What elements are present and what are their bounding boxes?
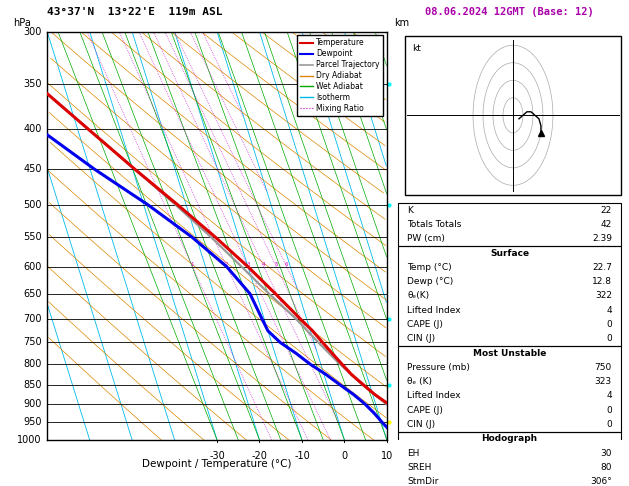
Text: θₑ (K): θₑ (K)	[407, 377, 432, 386]
Text: Lifted Index: Lifted Index	[407, 306, 460, 315]
Legend: Temperature, Dewpoint, Parcel Trajectory, Dry Adiabat, Wet Adiabat, Isotherm, Mi: Temperature, Dewpoint, Parcel Trajectory…	[297, 35, 383, 116]
Text: km: km	[394, 17, 409, 28]
Text: 500: 500	[23, 200, 42, 210]
Text: 3: 3	[247, 261, 250, 267]
Bar	[398, 432, 621, 486]
Text: kt: kt	[412, 44, 421, 53]
Text: 4: 4	[392, 270, 399, 280]
Text: -20: -20	[252, 451, 267, 461]
Text: Dewp (°C): Dewp (°C)	[407, 277, 454, 286]
Text: 750: 750	[23, 337, 42, 347]
Text: 2: 2	[392, 359, 399, 369]
Text: 3: 3	[392, 314, 399, 324]
Text: Hodograph: Hodograph	[481, 434, 538, 443]
Bar	[398, 246, 621, 346]
Text: 7: 7	[392, 102, 399, 112]
Text: 1000: 1000	[17, 435, 42, 445]
Bar	[398, 346, 621, 432]
Text: 5: 5	[392, 226, 399, 236]
Text: 850: 850	[23, 380, 42, 390]
Text: 450: 450	[23, 164, 42, 174]
Text: Totals Totals: Totals Totals	[407, 220, 462, 229]
Text: θₑ(K): θₑ(K)	[407, 292, 429, 300]
Text: EH: EH	[407, 449, 420, 458]
Text: 300: 300	[23, 27, 42, 36]
Text: CAPE (J): CAPE (J)	[407, 406, 443, 415]
Text: 550: 550	[23, 232, 42, 242]
Text: 306°: 306°	[590, 477, 612, 486]
Text: 6: 6	[392, 175, 399, 185]
Text: CIN (J): CIN (J)	[407, 420, 435, 429]
Text: 700: 700	[23, 314, 42, 324]
Text: Lifted Index: Lifted Index	[407, 391, 460, 400]
Text: 22.7: 22.7	[592, 263, 612, 272]
Text: -10: -10	[294, 451, 310, 461]
Text: LCL: LCL	[392, 385, 408, 394]
Text: 2: 2	[225, 261, 228, 267]
Text: 4: 4	[606, 391, 612, 400]
Text: 5: 5	[274, 261, 278, 267]
Text: 0: 0	[606, 320, 612, 329]
Text: 80: 80	[601, 463, 612, 472]
Text: 6: 6	[285, 261, 288, 267]
Text: 800: 800	[23, 359, 42, 369]
Text: 43°37'N  13°22'E  119m ASL: 43°37'N 13°22'E 119m ASL	[47, 7, 223, 17]
Text: 10: 10	[381, 451, 393, 461]
Text: StmDir: StmDir	[407, 477, 438, 486]
Text: 1: 1	[191, 261, 194, 267]
Text: CIN (J): CIN (J)	[407, 334, 435, 343]
Text: ASL: ASL	[394, 42, 412, 52]
Text: 8: 8	[392, 38, 399, 48]
Text: 42: 42	[601, 220, 612, 229]
Bar	[405, 35, 621, 195]
Text: 22: 22	[601, 206, 612, 215]
Text: 323: 323	[595, 377, 612, 386]
Text: hPa: hPa	[13, 17, 31, 28]
Text: 950: 950	[23, 417, 42, 428]
Text: SREH: SREH	[407, 463, 431, 472]
Text: Surface: Surface	[490, 248, 529, 258]
Text: 12.8: 12.8	[592, 277, 612, 286]
Text: 0: 0	[606, 406, 612, 415]
Text: K: K	[407, 206, 413, 215]
Text: 750: 750	[594, 363, 612, 372]
Text: 08.06.2024 12GMT (Base: 12): 08.06.2024 12GMT (Base: 12)	[425, 7, 594, 17]
Text: Temp (°C): Temp (°C)	[407, 263, 452, 272]
X-axis label: Dewpoint / Temperature (°C): Dewpoint / Temperature (°C)	[142, 459, 292, 469]
Text: PW (cm): PW (cm)	[407, 234, 445, 243]
Text: Pressure (mb): Pressure (mb)	[407, 363, 470, 372]
Text: 0: 0	[606, 420, 612, 429]
Text: 2.39: 2.39	[592, 234, 612, 243]
Text: 0: 0	[606, 334, 612, 343]
Text: 350: 350	[23, 79, 42, 89]
Text: 400: 400	[23, 124, 42, 134]
Text: CAPE (J): CAPE (J)	[407, 320, 443, 329]
Text: 322: 322	[595, 292, 612, 300]
Text: Most Unstable: Most Unstable	[473, 348, 546, 358]
Text: 600: 600	[23, 261, 42, 272]
Text: 900: 900	[23, 399, 42, 409]
Text: 650: 650	[23, 289, 42, 299]
Text: 1: 1	[392, 399, 399, 409]
Bar	[398, 203, 621, 246]
Text: Mixing Ratio (g/kg): Mixing Ratio (g/kg)	[414, 237, 423, 316]
Text: 4: 4	[262, 261, 265, 267]
Text: 4: 4	[606, 306, 612, 315]
Text: 30: 30	[601, 449, 612, 458]
Text: 0: 0	[342, 451, 347, 461]
Text: -30: -30	[209, 451, 225, 461]
